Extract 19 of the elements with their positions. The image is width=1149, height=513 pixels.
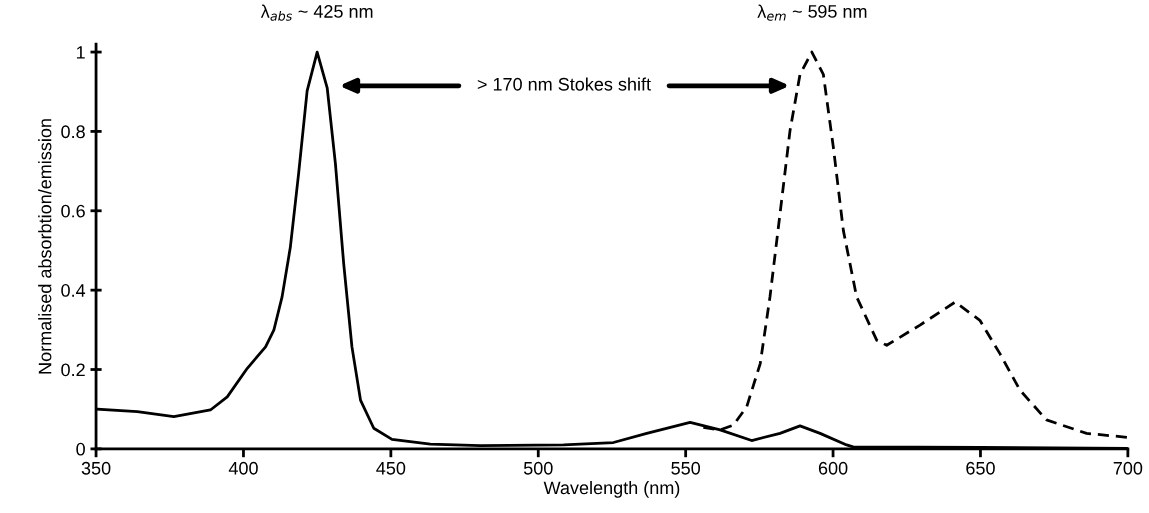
- x-tick-label: 500: [523, 461, 553, 475]
- y-tick-label: 0.8: [61, 125, 85, 139]
- x-tick-label: 400: [228, 461, 258, 475]
- y-tick-label: 0.4: [61, 284, 86, 297]
- x-axis-title: Wavelength (nm): [543, 480, 680, 498]
- annotation: λ$_{abs}$ ~ 425 nm: [260, 4, 373, 21]
- x-tick-label: 600: [818, 461, 848, 475]
- y-tick-label: 0: [76, 442, 85, 456]
- x-tick-label: 700: [1113, 461, 1143, 475]
- y-tick-label: 0.2: [61, 363, 85, 377]
- annotation: > 170 nm Stokes shift: [477, 77, 651, 91]
- x-tick-label: 450: [376, 461, 406, 475]
- x-tick-label: 650: [966, 461, 995, 475]
- x-tick-label: 550: [671, 461, 701, 475]
- y-axis-title: Normalised absorbtion/emission: [38, 119, 52, 374]
- y-tick-label: 0.6: [61, 204, 85, 218]
- x-tick-label: 350: [81, 461, 111, 475]
- y-tick-label: 1: [76, 46, 85, 59]
- annotation: λ$_{em}$ ~ 595 nm: [757, 4, 867, 21]
